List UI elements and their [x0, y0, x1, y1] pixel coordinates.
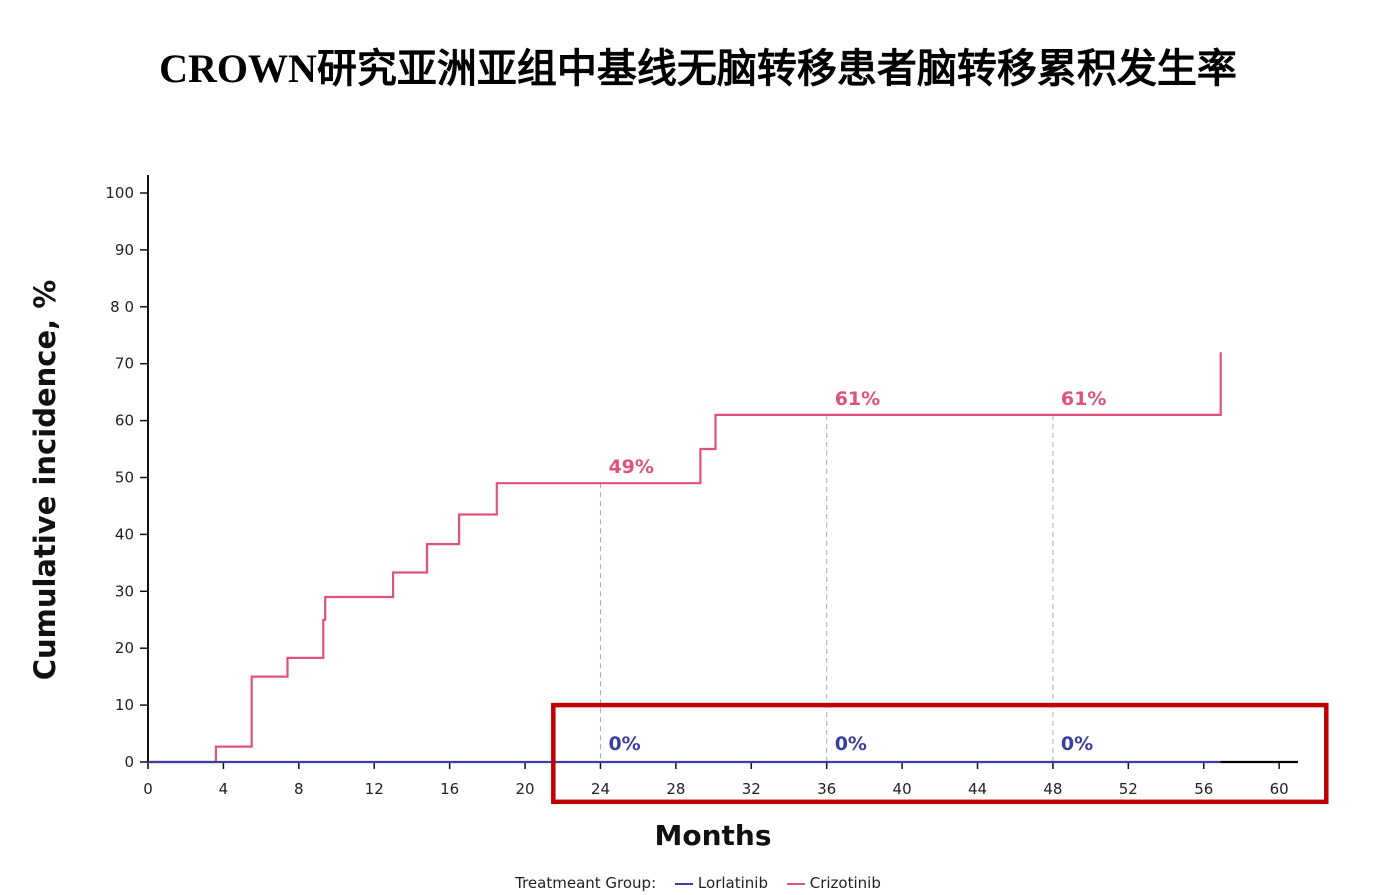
chart-title-cjk: 研究亚洲亚组中基线无脑转移患者脑转移累积发生率: [316, 46, 1237, 92]
x-tick-label: 16: [440, 780, 459, 798]
y-tick-label: 60: [115, 412, 134, 430]
x-tick-label: 20: [516, 780, 535, 798]
x-tick-label: 44: [968, 780, 987, 798]
data-label-lorlatinib: 0%: [835, 733, 867, 755]
y-tick-label: 0: [124, 753, 134, 771]
x-tick-label: 48: [1043, 780, 1062, 798]
x-tick-label: 24: [591, 780, 610, 798]
x-tick-label: 12: [365, 780, 384, 798]
y-tick-label: 100: [105, 184, 134, 202]
chart-title-latin: CROWN: [159, 46, 317, 91]
reference-lines: [599, 414, 1054, 762]
legend-label: Treatmeant Group:: [515, 874, 657, 892]
legend-item-crizotinib: Crizotinib: [809, 874, 881, 892]
y-tick-label: 40: [115, 525, 134, 543]
x-tick-label: 60: [1270, 780, 1289, 798]
y-tick-label: 8 0: [110, 298, 134, 316]
x-tick-label: 32: [742, 780, 761, 798]
series-layer: [148, 352, 1298, 764]
y-axis-label: Cumulative incidence, %: [28, 280, 62, 681]
highlight-box-layer: [551, 702, 1329, 805]
x-tick-label: 52: [1119, 780, 1138, 798]
annotations: 49% 61% 61% 0% 0% 0%: [608, 388, 1106, 755]
x-tick-label: 0: [143, 780, 153, 798]
x-axis-label: Months: [654, 819, 771, 852]
y-tick-label: 10: [115, 696, 134, 714]
highlight-box: [551, 702, 1329, 805]
data-label-lorlatinib: 0%: [1061, 733, 1093, 755]
x-tick-label: 36: [817, 780, 836, 798]
legend-swatch-lorlatinib: [674, 882, 693, 885]
data-label-crizotinib: 61%: [1061, 388, 1106, 410]
y-tick-label: 20: [115, 639, 134, 657]
data-label-crizotinib: 49%: [608, 456, 653, 478]
data-label-lorlatinib: 0%: [608, 733, 640, 755]
legend: Treatmeant Group: Lorlatinib Crizotinib: [0, 874, 1396, 892]
x-tick-label: 4: [219, 780, 229, 798]
y-tick-label: 30: [115, 582, 134, 600]
y-tick-label: 70: [115, 355, 134, 373]
series-line-crizotinib: [148, 352, 1222, 764]
chart-title: CROWN研究亚洲亚组中基线无脑转移患者脑转移累积发生率: [0, 36, 1396, 94]
y-tick-label: 50: [115, 469, 134, 487]
legend-item-lorlatinib: Lorlatinib: [697, 874, 768, 892]
legend-swatch-crizotinib: [786, 882, 805, 885]
x-tick-label: 40: [893, 780, 912, 798]
x-tick-label: 56: [1194, 780, 1213, 798]
x-tick-label: 8: [294, 780, 304, 798]
data-label-crizotinib: 61%: [835, 388, 880, 410]
x-tick-label: 28: [666, 780, 685, 798]
y-tick-label: 90: [115, 241, 134, 259]
